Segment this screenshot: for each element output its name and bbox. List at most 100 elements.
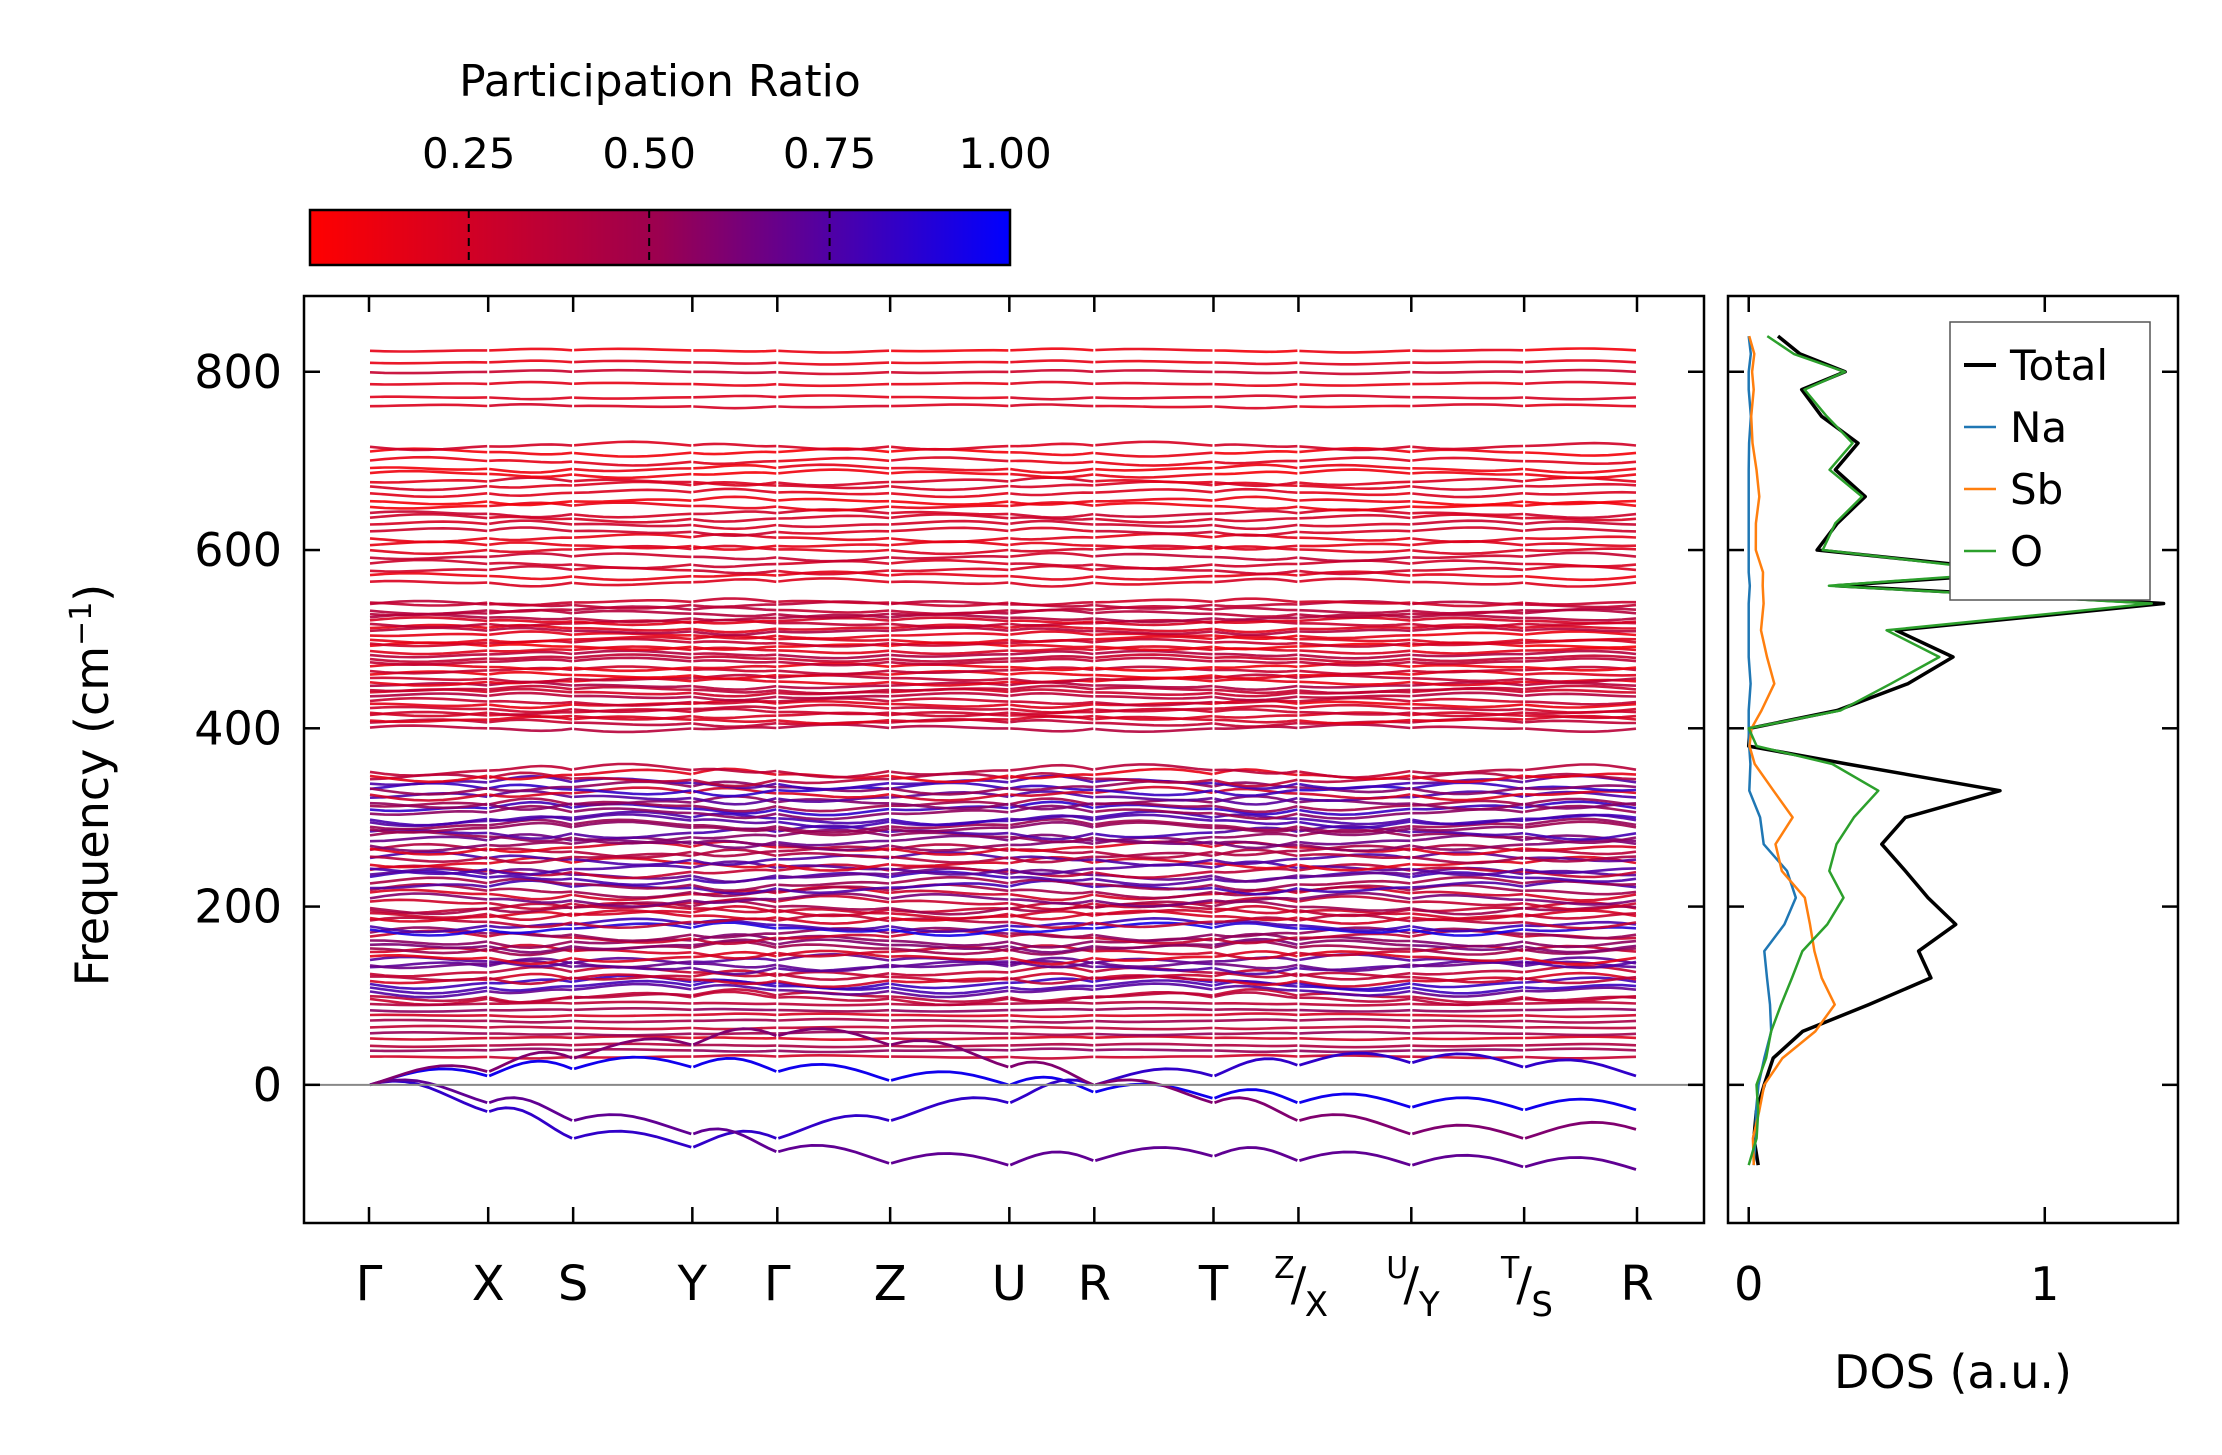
- band-segment: [693, 874, 777, 884]
- soft-branch-segment: [692, 1127, 777, 1153]
- band-segment: [489, 541, 573, 547]
- band-segment: [1095, 656, 1213, 663]
- band-segment: [1299, 932, 1411, 940]
- band-segment: [1095, 563, 1213, 570]
- band-segment: [1214, 652, 1298, 658]
- band-segment: [1412, 975, 1524, 984]
- soft-branch-segment: [777, 1143, 890, 1165]
- band-segment: [891, 939, 1009, 947]
- band-segment: [1525, 1047, 1637, 1052]
- band-segment: [573, 472, 692, 480]
- band-segment: [1299, 688, 1411, 695]
- band-segment: [778, 972, 890, 982]
- band-segment: [891, 403, 1009, 408]
- band-segment: [1095, 472, 1213, 479]
- band-segment: [489, 655, 573, 661]
- band-segment: [778, 843, 890, 852]
- band-segment: [1010, 947, 1094, 956]
- band-segment: [1525, 719, 1636, 725]
- band-segment: [1010, 867, 1094, 876]
- band-segment: [1010, 893, 1094, 902]
- k-label-slash: /: [1404, 1257, 1420, 1311]
- band-segment: [890, 697, 1009, 703]
- band-segment: [573, 920, 692, 930]
- band-segment: [693, 825, 777, 833]
- band-segment: [890, 855, 1009, 864]
- band-segment: [693, 938, 777, 947]
- band-segment: [489, 458, 573, 464]
- band-segment: [489, 1019, 573, 1024]
- band-segment: [1412, 976, 1524, 983]
- band-segment: [489, 960, 573, 968]
- band-segment: [1525, 646, 1637, 652]
- band-segment: [1412, 649, 1524, 655]
- band-segment: [489, 764, 573, 772]
- band-segment: [693, 471, 777, 476]
- band-segment: [778, 1030, 890, 1035]
- band-segment: [1010, 601, 1094, 607]
- band-segment: [693, 807, 777, 815]
- band-segment: [891, 687, 1009, 692]
- band-segment: [778, 680, 890, 686]
- band-segment: [1299, 1049, 1411, 1054]
- band-segment: [488, 802, 573, 811]
- band-segment: [1010, 616, 1094, 621]
- band-segment: [693, 530, 777, 538]
- band-segment: [369, 660, 488, 667]
- band-segment: [1299, 456, 1411, 463]
- band-segment: [1095, 1026, 1213, 1031]
- band-segment: [693, 868, 777, 875]
- band-segment: [1299, 905, 1411, 912]
- band-segment: [1010, 665, 1094, 672]
- band-segment: [574, 683, 692, 689]
- band-segment: [693, 634, 777, 640]
- band-segment: [778, 792, 890, 799]
- band-segment: [1299, 871, 1411, 878]
- soft-branch-segment: [1009, 1075, 1094, 1094]
- band-segment: [574, 799, 692, 806]
- band-segment: [488, 906, 573, 914]
- band-segment: [1524, 763, 1637, 772]
- band-segment: [1095, 943, 1213, 950]
- soft-branch-segment: [573, 1037, 692, 1060]
- band-segment: [891, 641, 1009, 647]
- band-segment: [489, 443, 573, 448]
- band-segment: [1214, 530, 1298, 537]
- band-segment: [1412, 1048, 1524, 1052]
- band-segment: [369, 892, 488, 901]
- band-segment: [1214, 826, 1298, 834]
- band-segment: [369, 669, 488, 675]
- band-segment: [1525, 535, 1637, 540]
- band-segment: [489, 658, 573, 663]
- band-segment: [1525, 490, 1637, 496]
- band-segment: [1214, 707, 1298, 714]
- band-segment: [489, 727, 573, 733]
- band-segment: [369, 349, 488, 353]
- band-segment: [890, 609, 1009, 616]
- band-segment: [693, 886, 777, 895]
- band-segment: [1010, 802, 1094, 811]
- band-segment: [778, 649, 890, 655]
- legend-label: O: [2010, 527, 2043, 576]
- band-segment: [1214, 796, 1298, 806]
- band-segment: [1299, 781, 1411, 790]
- band-segment: [778, 933, 890, 940]
- band-segment: [1214, 463, 1298, 470]
- band-segment: [1095, 982, 1213, 991]
- band-segment: [1214, 449, 1298, 455]
- band-segment: [1412, 856, 1524, 865]
- band-segment: [489, 369, 573, 374]
- band-segment: [1095, 627, 1213, 633]
- band-segment: [369, 823, 488, 831]
- band-segment: [1214, 849, 1298, 857]
- band-segment: [693, 1007, 777, 1012]
- band-segment: [693, 668, 777, 673]
- soft-branch-segment: [1009, 1150, 1094, 1167]
- band-segment: [369, 792, 488, 802]
- band-segment: [1524, 893, 1637, 902]
- band-segment: [1095, 501, 1213, 508]
- band-segment: [369, 711, 488, 718]
- band-segment: [1010, 940, 1094, 949]
- kpath-axis: Γ X S Y Γ Z U R T Z/XU/YT/S R: [356, 296, 1654, 1325]
- band-segment: [1214, 768, 1298, 775]
